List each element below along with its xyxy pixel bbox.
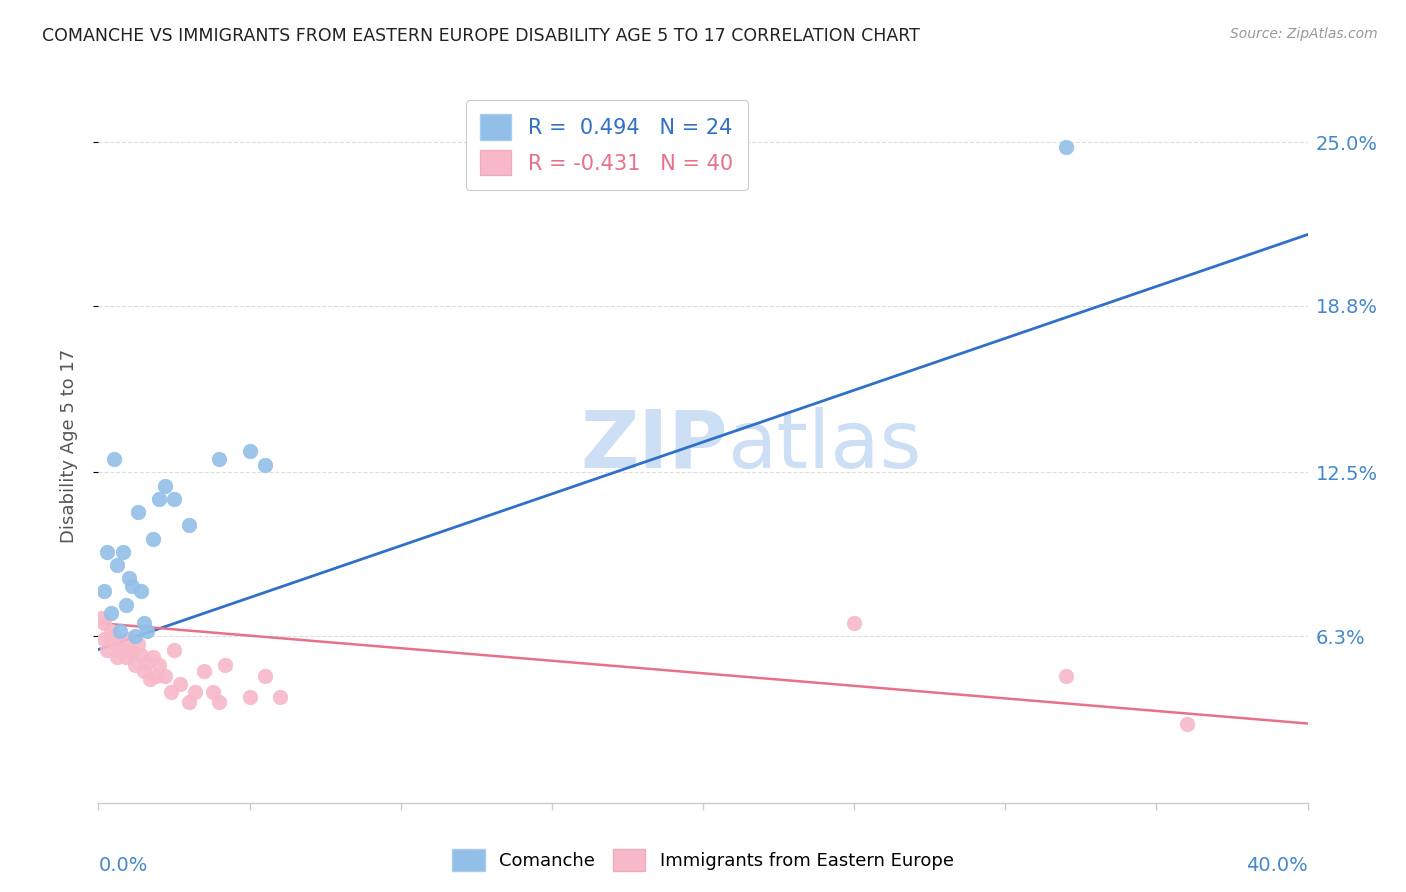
Text: ZIP: ZIP: [579, 407, 727, 485]
Point: [103, 629, 125, 643]
Point: [114, 598, 136, 612]
Point: [124, 629, 146, 643]
Point: [163, 642, 186, 657]
Point: [103, 452, 125, 467]
Point: [111, 642, 134, 657]
Point: [121, 645, 143, 659]
Point: [179, 695, 201, 709]
Point: [214, 658, 236, 673]
Point: [1054, 140, 1077, 154]
Point: [179, 518, 201, 533]
Text: COMANCHE VS IMMIGRANTS FROM EASTERN EUROPE DISABILITY AGE 5 TO 17 CORRELATION CH: COMANCHE VS IMMIGRANTS FROM EASTERN EURO…: [42, 27, 920, 45]
Point: [844, 616, 866, 631]
Point: [253, 458, 276, 472]
Point: [96, 642, 118, 657]
Point: [148, 491, 170, 506]
Point: [269, 690, 291, 704]
Legend: R =  0.494   N = 24, R = -0.431   N = 40: R = 0.494 N = 24, R = -0.431 N = 40: [465, 100, 748, 190]
Point: [121, 579, 143, 593]
Point: [100, 624, 122, 638]
Point: [208, 695, 231, 709]
Point: [145, 669, 167, 683]
Text: Source: ZipAtlas.com: Source: ZipAtlas.com: [1230, 27, 1378, 41]
Point: [118, 642, 141, 657]
Point: [142, 650, 165, 665]
Point: [160, 685, 183, 699]
Point: [124, 658, 146, 673]
Point: [96, 545, 118, 559]
Point: [1175, 716, 1198, 731]
Point: [148, 658, 170, 673]
Point: [100, 632, 122, 646]
Point: [114, 650, 136, 665]
Point: [135, 656, 157, 670]
Point: [111, 545, 134, 559]
Point: [129, 584, 152, 599]
Point: [132, 616, 155, 631]
Point: [253, 669, 276, 683]
Text: atlas: atlas: [727, 407, 921, 485]
Point: [105, 558, 128, 572]
Point: [105, 637, 128, 651]
Point: [239, 690, 262, 704]
Point: [193, 664, 215, 678]
Point: [169, 677, 191, 691]
Point: [118, 632, 141, 646]
Point: [139, 672, 162, 686]
Point: [93, 584, 115, 599]
Point: [239, 444, 262, 458]
Point: [93, 632, 115, 646]
Point: [142, 532, 165, 546]
Point: [129, 648, 152, 662]
Point: [135, 624, 157, 638]
Point: [163, 491, 186, 506]
Point: [90, 611, 112, 625]
Point: [208, 452, 231, 467]
Point: [153, 478, 176, 492]
Point: [1054, 669, 1077, 683]
Point: [132, 664, 155, 678]
Point: [108, 624, 131, 638]
Point: [93, 616, 115, 631]
Point: [127, 505, 149, 519]
Text: 40.0%: 40.0%: [1246, 855, 1308, 875]
Point: [100, 606, 122, 620]
Point: [118, 571, 141, 585]
Point: [108, 642, 131, 657]
Y-axis label: Disability Age 5 to 17: Disability Age 5 to 17: [59, 349, 77, 543]
Text: 0.0%: 0.0%: [98, 855, 148, 875]
Point: [153, 669, 176, 683]
Point: [202, 685, 225, 699]
Point: [127, 637, 149, 651]
Point: [184, 685, 207, 699]
Point: [105, 650, 128, 665]
Legend: Comanche, Immigrants from Eastern Europe: Comanche, Immigrants from Eastern Europe: [444, 842, 962, 879]
